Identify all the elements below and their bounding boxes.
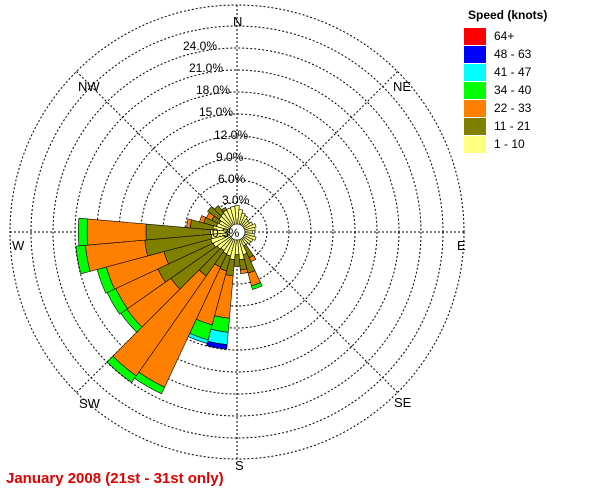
legend-entry: 34 - 40 (464, 81, 547, 99)
grid-ring (96, 91, 378, 373)
grid-spoke (243, 71, 398, 226)
legend-entry: 48 - 63 (464, 45, 547, 63)
ring-label: 18.0% (196, 83, 230, 97)
compass-label-nw: NW (78, 79, 100, 94)
ring-label: 0.3% (212, 226, 240, 240)
sector-segment (206, 340, 228, 350)
sector-segment (207, 206, 222, 220)
legend-swatch (464, 117, 486, 135)
sector-segment (240, 268, 249, 274)
legend-swatch (464, 45, 486, 63)
legend-label: 48 - 63 (494, 47, 532, 61)
legend: Speed (knots) 64+ 48 - 63 41 - 47 34 - 40 22… (464, 8, 547, 153)
legend-label: 1 - 10 (494, 137, 525, 151)
grid-spoke (76, 71, 231, 226)
sector-segment (237, 209, 244, 225)
sector-segment (186, 218, 192, 229)
grid-ring (52, 47, 422, 417)
legend-swatch (464, 81, 486, 99)
legend-swatch (464, 99, 486, 117)
legend-entry: 1 - 10 (464, 135, 547, 153)
legend-entry: 11 - 21 (464, 117, 547, 135)
ring-labels: 0.3% 3.0% 6.0% 9.0% 12.0% 15.0% 18.0% 21.0% 24.0… (183, 39, 250, 240)
ring-label: 9.0% (216, 150, 244, 164)
ring-label: 6.0% (218, 172, 246, 186)
legend-entries: 64+ 48 - 63 41 - 47 34 - 40 22 - 33 11 - 21 1 … (464, 27, 547, 153)
legend-swatch (464, 27, 486, 45)
compass-label-n: N (233, 14, 242, 29)
ring-label: 21.0% (189, 61, 223, 75)
sector-segment (244, 226, 256, 232)
compass-label-sw: SW (79, 396, 101, 411)
grid-ring (184, 179, 290, 285)
legend-entry: 41 - 47 (464, 63, 547, 81)
compass-labels: N NE E SE S SW W NW (12, 14, 466, 473)
sector-segment (229, 206, 237, 225)
sector-segment (241, 218, 249, 227)
sector-segment (234, 205, 240, 225)
legend-entry: 22 - 33 (464, 99, 547, 117)
legend-label: 41 - 47 (494, 65, 532, 79)
compass-label-se: SE (394, 395, 412, 410)
compass-label-e: E (457, 238, 466, 253)
compass-label-ne: NE (393, 79, 411, 94)
grid-spoke (243, 238, 398, 393)
sector-segment (243, 223, 257, 231)
compass-label-s: S (235, 458, 244, 473)
sector-segment (75, 244, 91, 275)
chart-footer: January 2008 (21st - 31st only) (6, 470, 224, 487)
ring-label: 12.0% (214, 128, 248, 142)
wind-sectors (75, 205, 263, 395)
sector-segment (221, 207, 228, 213)
sector-segment (243, 234, 254, 243)
sector-segment (106, 355, 137, 383)
legend-label: 34 - 40 (494, 83, 532, 97)
legend-label: 11 - 21 (494, 119, 531, 133)
legend-label: 64+ (494, 29, 515, 43)
sector-segment (243, 233, 257, 241)
sector-segment (213, 205, 225, 217)
sector-segment (199, 215, 207, 224)
legend-entry: 64+ (464, 27, 547, 45)
compass-label-w: W (12, 238, 25, 253)
sector-segment (239, 215, 248, 226)
sector-segment (77, 217, 88, 247)
ring-label: 3.0% (222, 193, 250, 207)
ring-label: 15.0% (199, 105, 233, 119)
legend-swatch (464, 135, 486, 153)
legend-title: Speed (knots) (468, 8, 548, 22)
ring-label: 24.0% (183, 39, 217, 53)
sector-segment (238, 212, 246, 226)
sector-segment (242, 236, 252, 245)
legend-swatch (464, 63, 486, 81)
sector-segment (251, 282, 263, 290)
legend-label: 22 - 33 (494, 101, 532, 115)
